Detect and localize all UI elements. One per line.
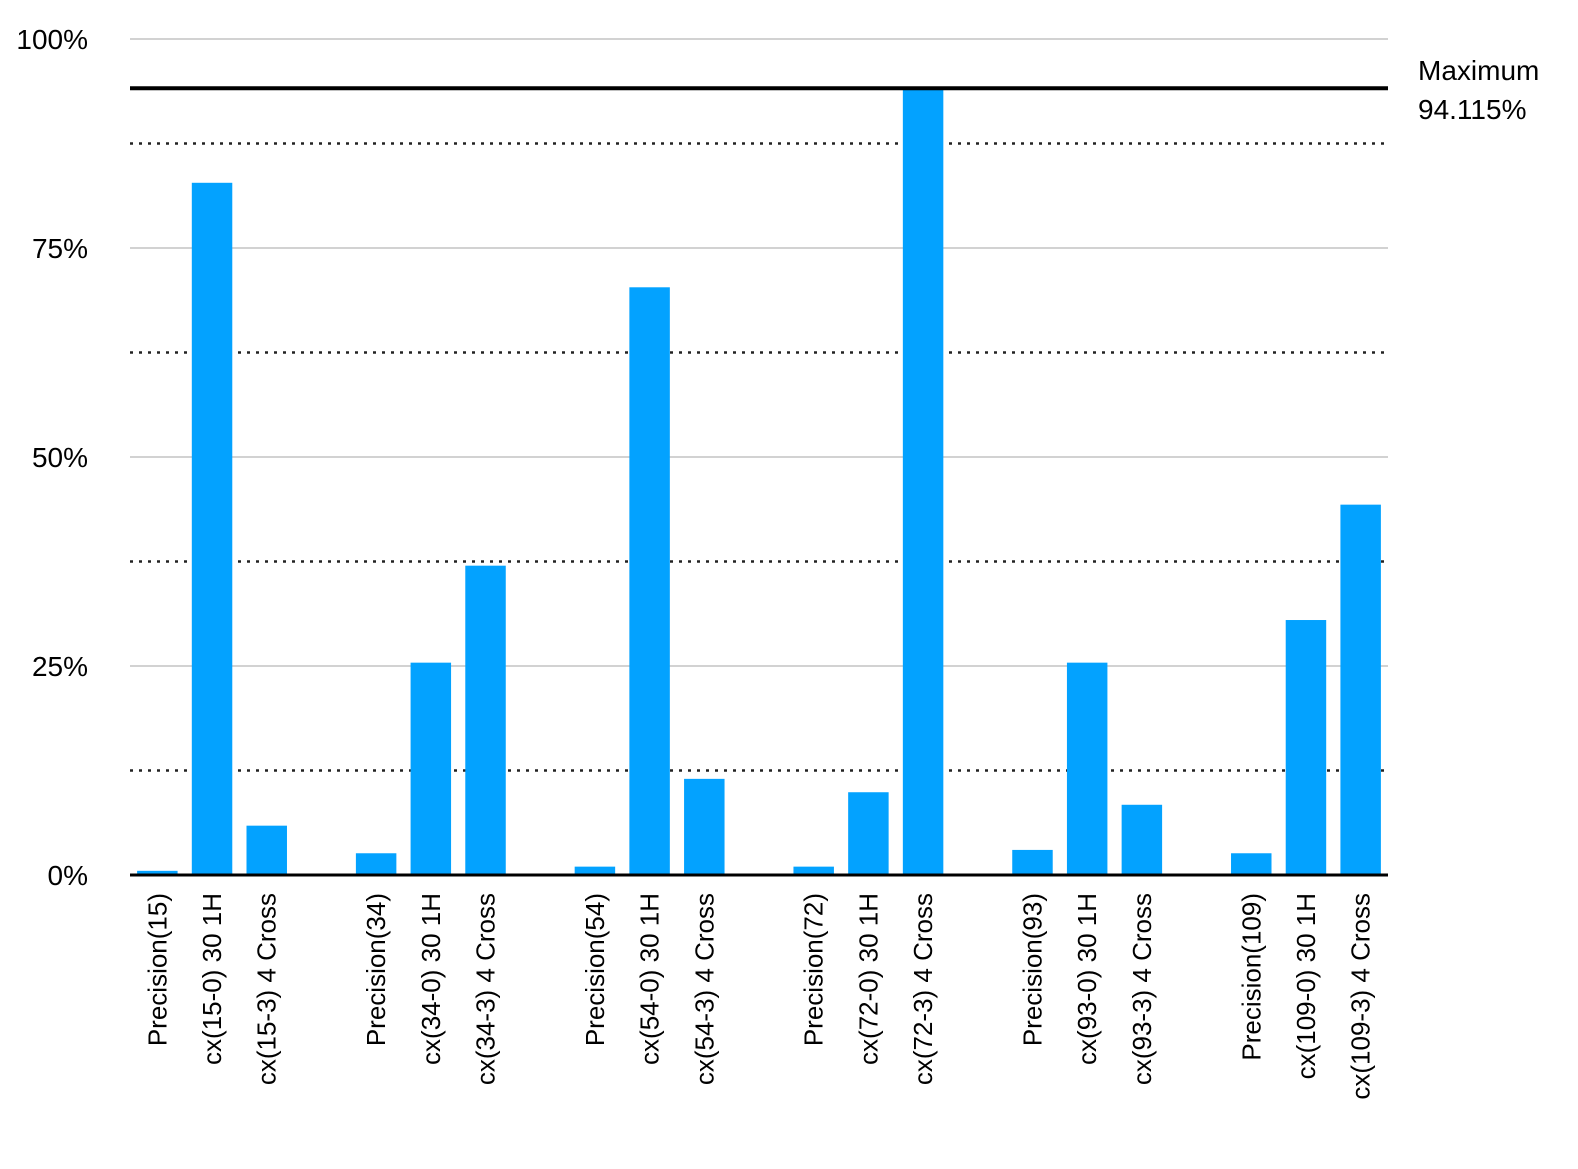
annotation-value: 94.115% xyxy=(1418,94,1526,125)
x-tick-label: cx(15-0) 30 1H xyxy=(197,893,227,1065)
y-tick-label: 75% xyxy=(32,233,88,264)
x-tick-label: cx(54-0) 30 1H xyxy=(635,893,665,1065)
x-tick-label: Precision(15) xyxy=(142,893,172,1046)
bar xyxy=(902,88,944,875)
bar xyxy=(1121,804,1163,875)
bar xyxy=(137,870,178,875)
y-tick-label: 0% xyxy=(48,860,88,891)
x-tick-label: cx(15-3) 4 Cross xyxy=(252,893,282,1085)
x-tick-label: Precision(34) xyxy=(361,893,391,1046)
bar xyxy=(848,792,889,875)
x-tick-label: Precision(109) xyxy=(1236,893,1266,1061)
bar xyxy=(684,778,725,875)
y-tick-label: 100% xyxy=(16,24,88,55)
bar xyxy=(1285,620,1327,875)
y-tick-label: 25% xyxy=(32,651,88,682)
bar xyxy=(1012,849,1053,875)
x-tick-label: cx(72-0) 30 1H xyxy=(853,893,883,1065)
bar xyxy=(629,287,670,875)
x-tick-label: cx(72-3) 4 Cross xyxy=(908,893,938,1085)
x-tick-label: cx(109-0) 30 1H xyxy=(1291,893,1321,1079)
x-tick-label: cx(34-3) 4 Cross xyxy=(471,893,501,1085)
bar xyxy=(355,853,397,875)
y-tick-label: 50% xyxy=(32,442,88,473)
x-tick-label: cx(93-3) 4 Cross xyxy=(1127,893,1157,1085)
bar xyxy=(191,182,233,876)
bar xyxy=(1231,853,1272,875)
x-tick-label: Precision(93) xyxy=(1017,893,1047,1046)
bar xyxy=(1340,504,1381,875)
x-tick-label: cx(109-3) 4 Cross xyxy=(1346,893,1376,1100)
x-tick-label: Precision(72) xyxy=(799,893,829,1046)
x-tick-label: cx(34-0) 30 1H xyxy=(416,893,446,1065)
bar xyxy=(574,866,616,875)
x-tick-label: cx(93-0) 30 1H xyxy=(1072,893,1102,1065)
bar xyxy=(410,662,452,875)
bar xyxy=(246,825,287,875)
bar xyxy=(465,565,506,875)
bar xyxy=(793,866,834,875)
annotation-label: Maximum xyxy=(1418,55,1539,86)
x-tick-label: Precision(54) xyxy=(580,893,610,1046)
x-tick-label: cx(54-3) 4 Cross xyxy=(689,893,719,1085)
bar xyxy=(1066,662,1108,875)
